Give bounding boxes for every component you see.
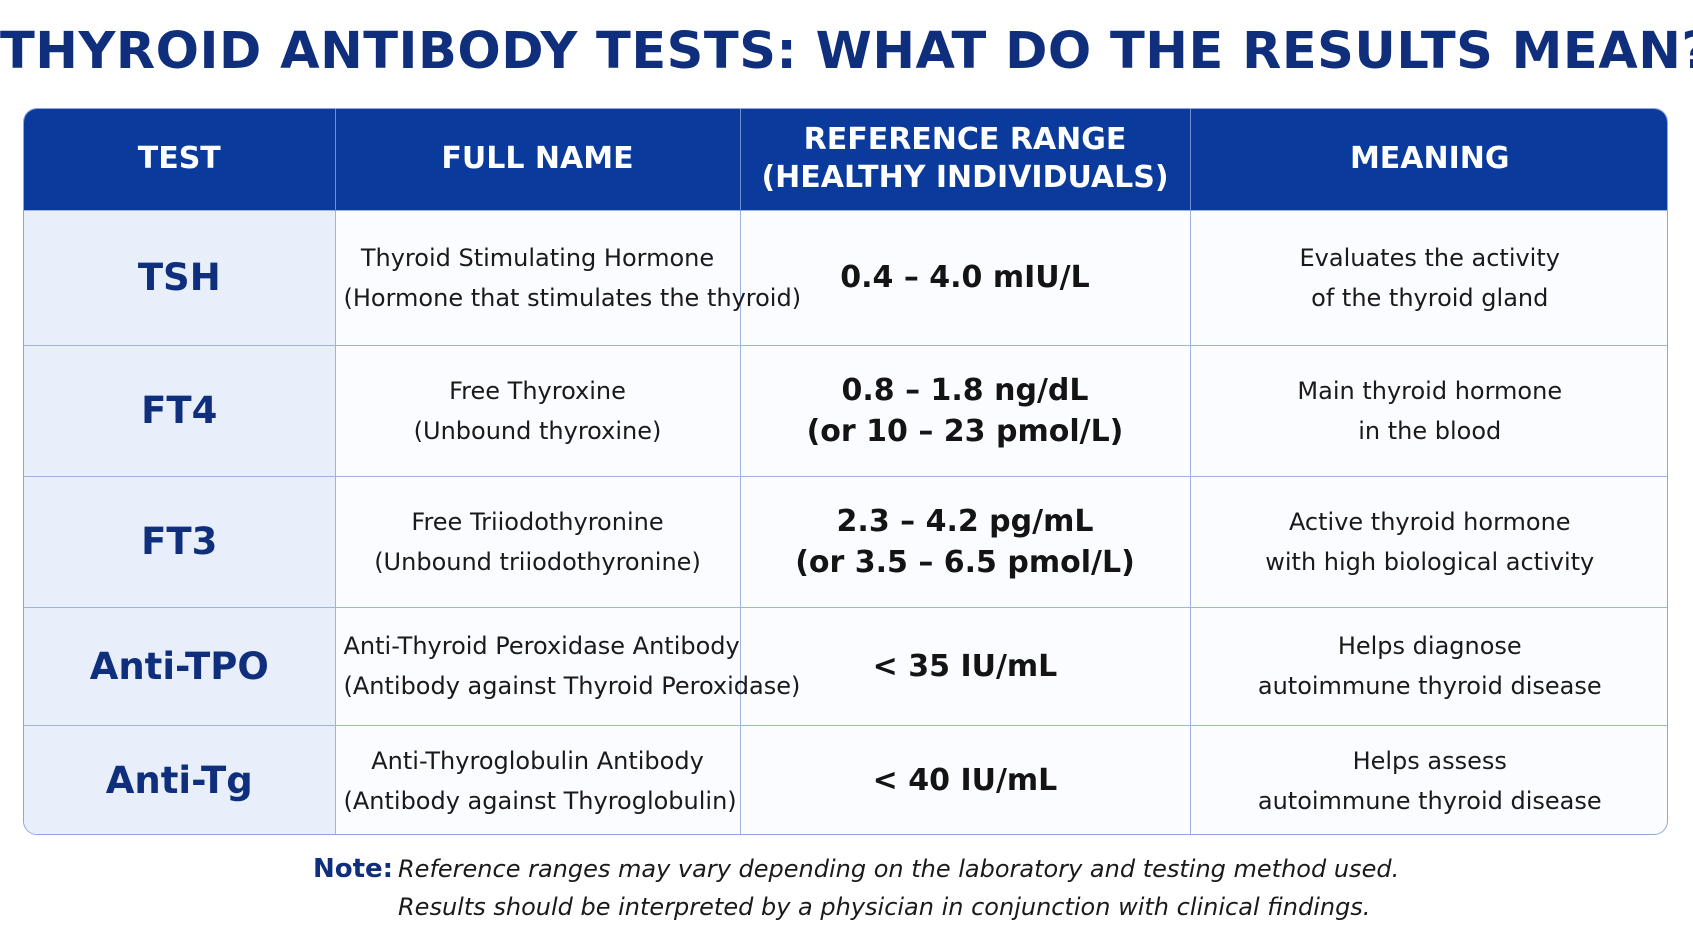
header-meaning: MEANING bbox=[1349, 141, 1510, 177]
meaning-line: of the thyroid gland bbox=[1311, 283, 1549, 312]
table-row: Anti-TPO Anti-Thyroid Peroxidase Antibod… bbox=[24, 607, 1667, 725]
footnote: Note: Reference ranges may vary dependin… bbox=[313, 850, 1399, 926]
full-name-subline: (Antibody against Thyroid Peroxidase) bbox=[343, 672, 801, 700]
full-name-line: Anti-Thyroid Peroxidase Antibody bbox=[343, 632, 740, 660]
test-cell: TSH bbox=[24, 210, 336, 345]
meaning-line: Main thyroid hormone bbox=[1297, 376, 1563, 405]
header-range-line2: (HEALTHY INDIVIDUALS) bbox=[761, 160, 1169, 196]
meaning-cell: Helps assess autoimmune thyroid disease bbox=[1190, 725, 1667, 834]
test-cell: Anti-Tg bbox=[24, 725, 336, 834]
table-row: FT3 Free Triiodothyronine (Unbound triio… bbox=[24, 476, 1667, 607]
test-cell: FT3 bbox=[24, 476, 336, 607]
results-table-container: TEST FULL NAME REFERENCE RANGE (HEALTHY … bbox=[23, 108, 1668, 835]
note-label: Note: bbox=[313, 854, 394, 884]
range-alt-line: (or 10 – 23 pmol/L) bbox=[806, 413, 1124, 449]
reference-range-cell: < 35 IU/mL bbox=[740, 607, 1191, 725]
full-name-line: Anti-Thyroglobulin Antibody bbox=[371, 746, 704, 775]
meaning-cell: Main thyroid hormone in the blood bbox=[1190, 345, 1667, 476]
full-name-subline: (Unbound thyroxine) bbox=[413, 416, 662, 445]
reference-range-cell: < 40 IU/mL bbox=[740, 725, 1191, 834]
header-reference-range: REFERENCE RANGE (HEALTHY INDIVIDUALS) bbox=[740, 109, 1191, 210]
meaning-cell: Evaluates the activity of the thyroid gl… bbox=[1190, 210, 1667, 345]
full-name-cell: Anti-Thyroglobulin Antibody (Antibody ag… bbox=[335, 725, 741, 834]
range-alt-line: (or 3.5 – 6.5 pmol/L) bbox=[795, 544, 1135, 580]
note-line-2: Results should be interpreted by a physi… bbox=[398, 893, 1371, 921]
meaning-cell: Helps diagnose autoimmune thyroid diseas… bbox=[1190, 607, 1667, 725]
full-name-cell: Free Triiodothyronine (Unbound triiodoth… bbox=[335, 476, 741, 607]
meaning-line: in the blood bbox=[1358, 416, 1502, 445]
full-name-line: Free Triiodothyronine bbox=[411, 507, 664, 536]
test-cell: FT4 bbox=[24, 345, 336, 476]
meaning-line: Active thyroid hormone bbox=[1288, 507, 1571, 536]
table-row: FT4 Free Thyroxine (Unbound thyroxine) 0… bbox=[24, 345, 1667, 476]
range-line: 0.8 – 1.8 ng/dL bbox=[841, 372, 1089, 408]
full-name-cell: Anti-Thyroid Peroxidase Antibody (Antibo… bbox=[335, 607, 801, 725]
meaning-line: Helps diagnose bbox=[1337, 632, 1522, 660]
table-row: TSH Thyroid Stimulating Hormone (Hormone… bbox=[24, 210, 1667, 345]
page-title: THYROID ANTIBODY TESTS: WHAT DO THE RESU… bbox=[0, 22, 1693, 81]
table-row: Anti-Tg Anti-Thyroglobulin Antibody (Ant… bbox=[24, 725, 1667, 834]
range-line: 2.3 – 4.2 pg/mL bbox=[836, 503, 1094, 539]
meaning-line: Evaluates the activity bbox=[1299, 243, 1560, 272]
header-full-name: FULL NAME bbox=[335, 109, 741, 210]
full-name-subline: (Unbound triiodothyronine) bbox=[374, 547, 701, 576]
reference-range-cell: 0.4 – 4.0 mIU/L bbox=[740, 210, 1191, 345]
results-table: TEST FULL NAME REFERENCE RANGE (HEALTHY … bbox=[24, 109, 1667, 834]
full-name-cell: Thyroid Stimulating Hormone (Hormone tha… bbox=[335, 210, 802, 345]
header-test: TEST bbox=[24, 109, 336, 210]
meaning-line: with high biological activity bbox=[1265, 547, 1595, 576]
meaning-line: autoimmune thyroid disease bbox=[1257, 672, 1602, 700]
range-line: < 35 IU/mL bbox=[872, 648, 1058, 684]
header-range-line1: REFERENCE RANGE bbox=[803, 122, 1127, 158]
reference-range-cell: 2.3 – 4.2 pg/mL (or 3.5 – 6.5 pmol/L) bbox=[740, 476, 1191, 607]
full-name-cell: Free Thyroxine (Unbound thyroxine) bbox=[335, 345, 741, 476]
meaning-line: autoimmune thyroid disease bbox=[1257, 786, 1602, 815]
range-line: < 40 IU/mL bbox=[872, 763, 1058, 799]
full-name-line: Free Thyroxine bbox=[449, 376, 626, 405]
note-line-1: Reference ranges may vary depending on t… bbox=[398, 855, 1400, 883]
meaning-cell: Active thyroid hormone with high biologi… bbox=[1190, 476, 1667, 607]
full-name-subline: (Antibody against Thyroglobulin) bbox=[343, 786, 737, 815]
table-header-row: TEST FULL NAME REFERENCE RANGE (HEALTHY … bbox=[24, 109, 1667, 210]
meaning-line: Helps assess bbox=[1352, 746, 1507, 775]
reference-range-cell: 0.8 – 1.8 ng/dL (or 10 – 23 pmol/L) bbox=[740, 345, 1191, 476]
range-line: 0.4 – 4.0 mIU/L bbox=[840, 260, 1090, 295]
full-name-subline: (Hormone that stimulates the thyroid) bbox=[343, 283, 802, 312]
full-name-line: Thyroid Stimulating Hormone bbox=[360, 243, 715, 272]
test-cell: Anti-TPO bbox=[24, 607, 336, 725]
